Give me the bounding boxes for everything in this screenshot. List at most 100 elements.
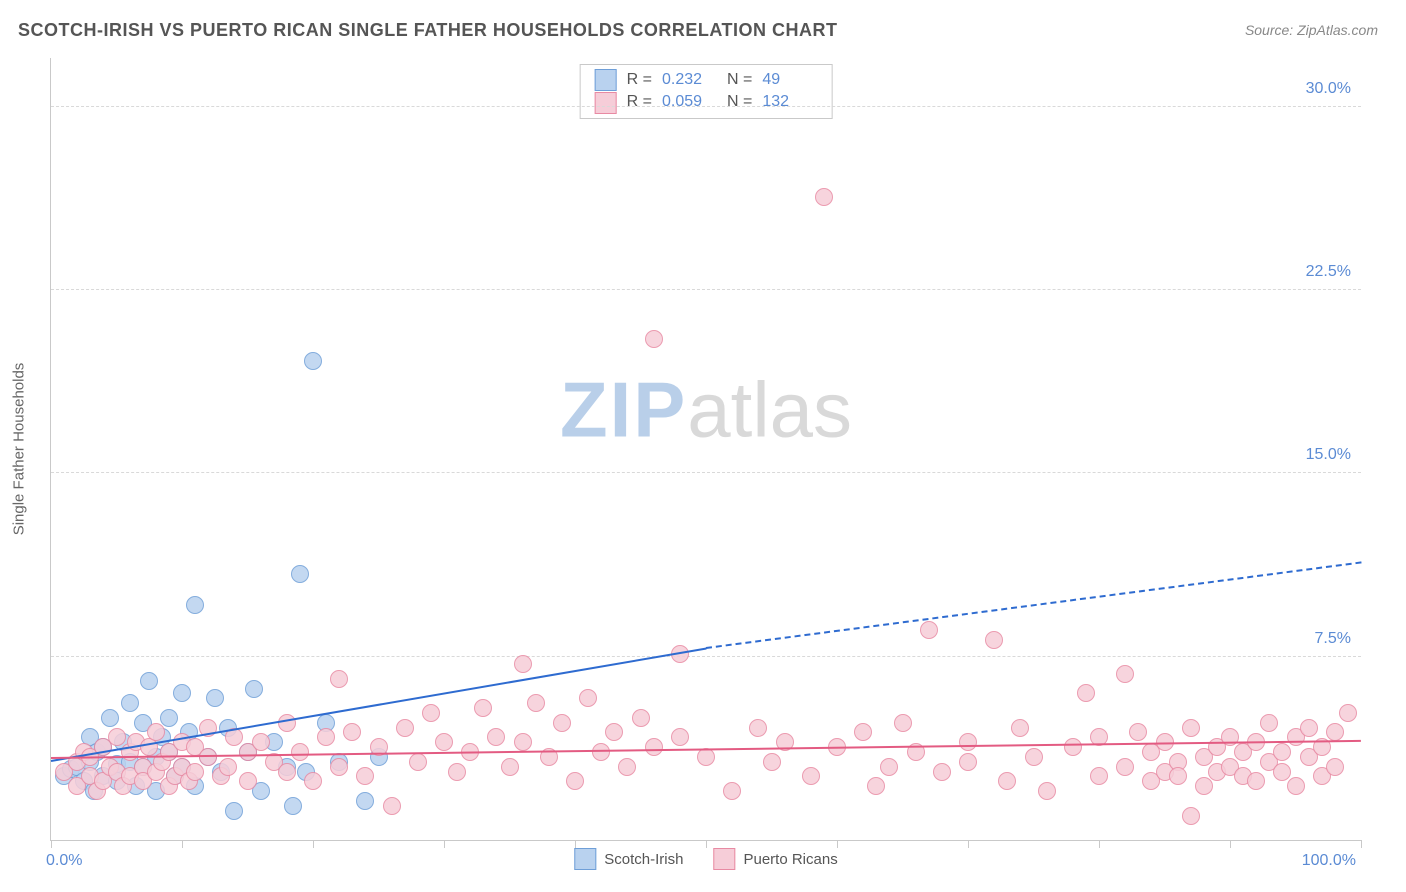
legend-label-scotch-irish: Scotch-Irish xyxy=(604,851,683,868)
data-point-scotch_irish xyxy=(140,672,158,690)
data-point-scotch_irish xyxy=(101,709,119,727)
legend-item-scotch-irish: Scotch-Irish xyxy=(574,848,683,870)
data-point-puerto_rican xyxy=(1090,767,1108,785)
data-point-puerto_rican xyxy=(1273,743,1291,761)
data-point-puerto_rican xyxy=(1116,758,1134,776)
data-point-puerto_rican xyxy=(317,728,335,746)
data-point-puerto_rican xyxy=(278,763,296,781)
data-point-puerto_rican xyxy=(219,758,237,776)
gridline xyxy=(51,106,1361,107)
data-point-puerto_rican xyxy=(1182,719,1200,737)
data-point-puerto_rican xyxy=(1300,719,1318,737)
x-tick xyxy=(575,840,576,848)
data-point-puerto_rican xyxy=(671,728,689,746)
data-point-puerto_rican xyxy=(802,767,820,785)
R-value-scotch-irish: 0.232 xyxy=(662,69,717,91)
data-point-puerto_rican xyxy=(514,655,532,673)
data-point-puerto_rican xyxy=(474,699,492,717)
watermark: ZIPatlas xyxy=(560,364,852,455)
data-point-puerto_rican xyxy=(985,631,1003,649)
data-point-puerto_rican xyxy=(566,772,584,790)
N-value-scotch-irish: 49 xyxy=(762,69,817,91)
data-point-puerto_rican xyxy=(487,728,505,746)
data-point-scotch_irish xyxy=(291,565,309,583)
y-tick-label: 7.5% xyxy=(1315,630,1351,648)
data-point-puerto_rican xyxy=(959,753,977,771)
x-tick xyxy=(444,840,445,848)
data-point-puerto_rican xyxy=(920,621,938,639)
data-point-scotch_irish xyxy=(284,797,302,815)
data-point-scotch_irish xyxy=(173,684,191,702)
data-point-puerto_rican xyxy=(723,782,741,800)
data-point-puerto_rican xyxy=(605,723,623,741)
data-point-puerto_rican xyxy=(998,772,1016,790)
data-point-puerto_rican xyxy=(396,719,414,737)
x-tick xyxy=(968,840,969,848)
data-point-puerto_rican xyxy=(1038,782,1056,800)
data-point-scotch_irish xyxy=(160,709,178,727)
source-label: Source: ZipAtlas.com xyxy=(1245,22,1378,38)
stats-row-puerto-rican: R = 0.059 N = 132 xyxy=(595,91,818,113)
data-point-puerto_rican xyxy=(645,738,663,756)
data-point-puerto_rican xyxy=(330,758,348,776)
data-point-puerto_rican xyxy=(409,753,427,771)
x-tick xyxy=(837,840,838,848)
data-point-puerto_rican xyxy=(854,723,872,741)
data-point-puerto_rican xyxy=(815,188,833,206)
swatch-puerto-rican xyxy=(713,848,735,870)
y-axis-title: Single Father Households xyxy=(11,363,28,536)
data-point-puerto_rican xyxy=(108,728,126,746)
data-point-puerto_rican xyxy=(959,733,977,751)
y-tick-label: 30.0% xyxy=(1306,80,1351,98)
data-point-puerto_rican xyxy=(697,748,715,766)
data-point-puerto_rican xyxy=(422,704,440,722)
data-point-puerto_rican xyxy=(1260,714,1278,732)
watermark-zip: ZIP xyxy=(560,365,687,453)
legend-item-puerto-rican: Puerto Ricans xyxy=(713,848,837,870)
data-point-scotch_irish xyxy=(206,689,224,707)
x-axis-min-label: 0.0% xyxy=(46,852,82,870)
data-point-scotch_irish xyxy=(304,352,322,370)
data-point-puerto_rican xyxy=(1339,704,1357,722)
data-point-puerto_rican xyxy=(383,797,401,815)
data-point-puerto_rican xyxy=(330,670,348,688)
data-point-puerto_rican xyxy=(867,777,885,795)
x-axis-max-label: 100.0% xyxy=(1302,852,1356,870)
data-point-puerto_rican xyxy=(645,330,663,348)
gridline xyxy=(51,472,1361,473)
y-tick-label: 15.0% xyxy=(1306,446,1351,464)
N-label: N = xyxy=(727,69,752,91)
data-point-puerto_rican xyxy=(1011,719,1029,737)
R-label: R = xyxy=(627,69,652,91)
data-point-puerto_rican xyxy=(1326,723,1344,741)
data-point-puerto_rican xyxy=(448,763,466,781)
swatch-puerto-rican xyxy=(595,92,617,114)
data-point-puerto_rican xyxy=(356,767,374,785)
swatch-scotch-irish xyxy=(574,848,596,870)
R-label: R = xyxy=(627,91,652,113)
data-point-puerto_rican xyxy=(1025,748,1043,766)
data-point-puerto_rican xyxy=(632,709,650,727)
data-point-puerto_rican xyxy=(252,733,270,751)
watermark-atlas: atlas xyxy=(687,365,852,453)
data-point-puerto_rican xyxy=(1116,665,1134,683)
data-point-puerto_rican xyxy=(239,772,257,790)
data-point-puerto_rican xyxy=(343,723,361,741)
data-point-scotch_irish xyxy=(245,680,263,698)
y-tick-label: 22.5% xyxy=(1306,263,1351,281)
data-point-puerto_rican xyxy=(1326,758,1344,776)
stats-legend: R = 0.232 N = 49 R = 0.059 N = 132 xyxy=(580,64,833,119)
N-value-puerto-rican: 132 xyxy=(762,91,817,113)
data-point-puerto_rican xyxy=(501,758,519,776)
data-point-puerto_rican xyxy=(618,758,636,776)
x-tick xyxy=(313,840,314,848)
data-point-puerto_rican xyxy=(1273,763,1291,781)
gridline xyxy=(51,289,1361,290)
chart-title: SCOTCH-IRISH VS PUERTO RICAN SINGLE FATH… xyxy=(18,20,838,41)
data-point-puerto_rican xyxy=(1195,777,1213,795)
data-point-puerto_rican xyxy=(1169,767,1187,785)
data-point-puerto_rican xyxy=(749,719,767,737)
data-point-puerto_rican xyxy=(435,733,453,751)
data-point-puerto_rican xyxy=(304,772,322,790)
gridline xyxy=(51,656,1361,657)
